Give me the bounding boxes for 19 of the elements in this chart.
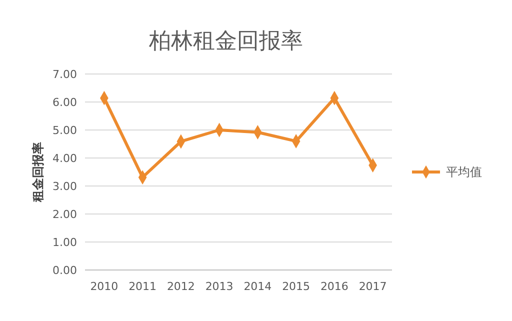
y-tick-label: 2.00 [52,208,77,221]
x-tick-label: 2012 [166,280,195,293]
chart-title: 柏林租金回报率 [148,29,303,54]
x-tick-label: 2014 [244,280,272,293]
y-tick-label: 7.00 [52,68,77,81]
y-tick-label: 6.00 [52,96,77,109]
x-tick-label: 2011 [128,280,157,293]
y-tick-label: 0.00 [52,264,77,277]
y-tick-label: 3.00 [52,180,77,193]
x-tick-label: 2013 [205,280,234,293]
x-tick-label: 2016 [320,280,348,293]
x-tick-label: 2010 [90,280,118,293]
y-tick-label: 4.00 [52,152,77,165]
x-tick-label: 2015 [282,280,310,293]
legend-label: 平均值 [446,165,482,180]
y-tick-label: 1.00 [52,236,77,249]
y-axis-title: 租金回报率 [31,142,45,203]
y-tick-label: 5.00 [52,124,77,137]
x-tick-label: 2017 [358,280,387,293]
